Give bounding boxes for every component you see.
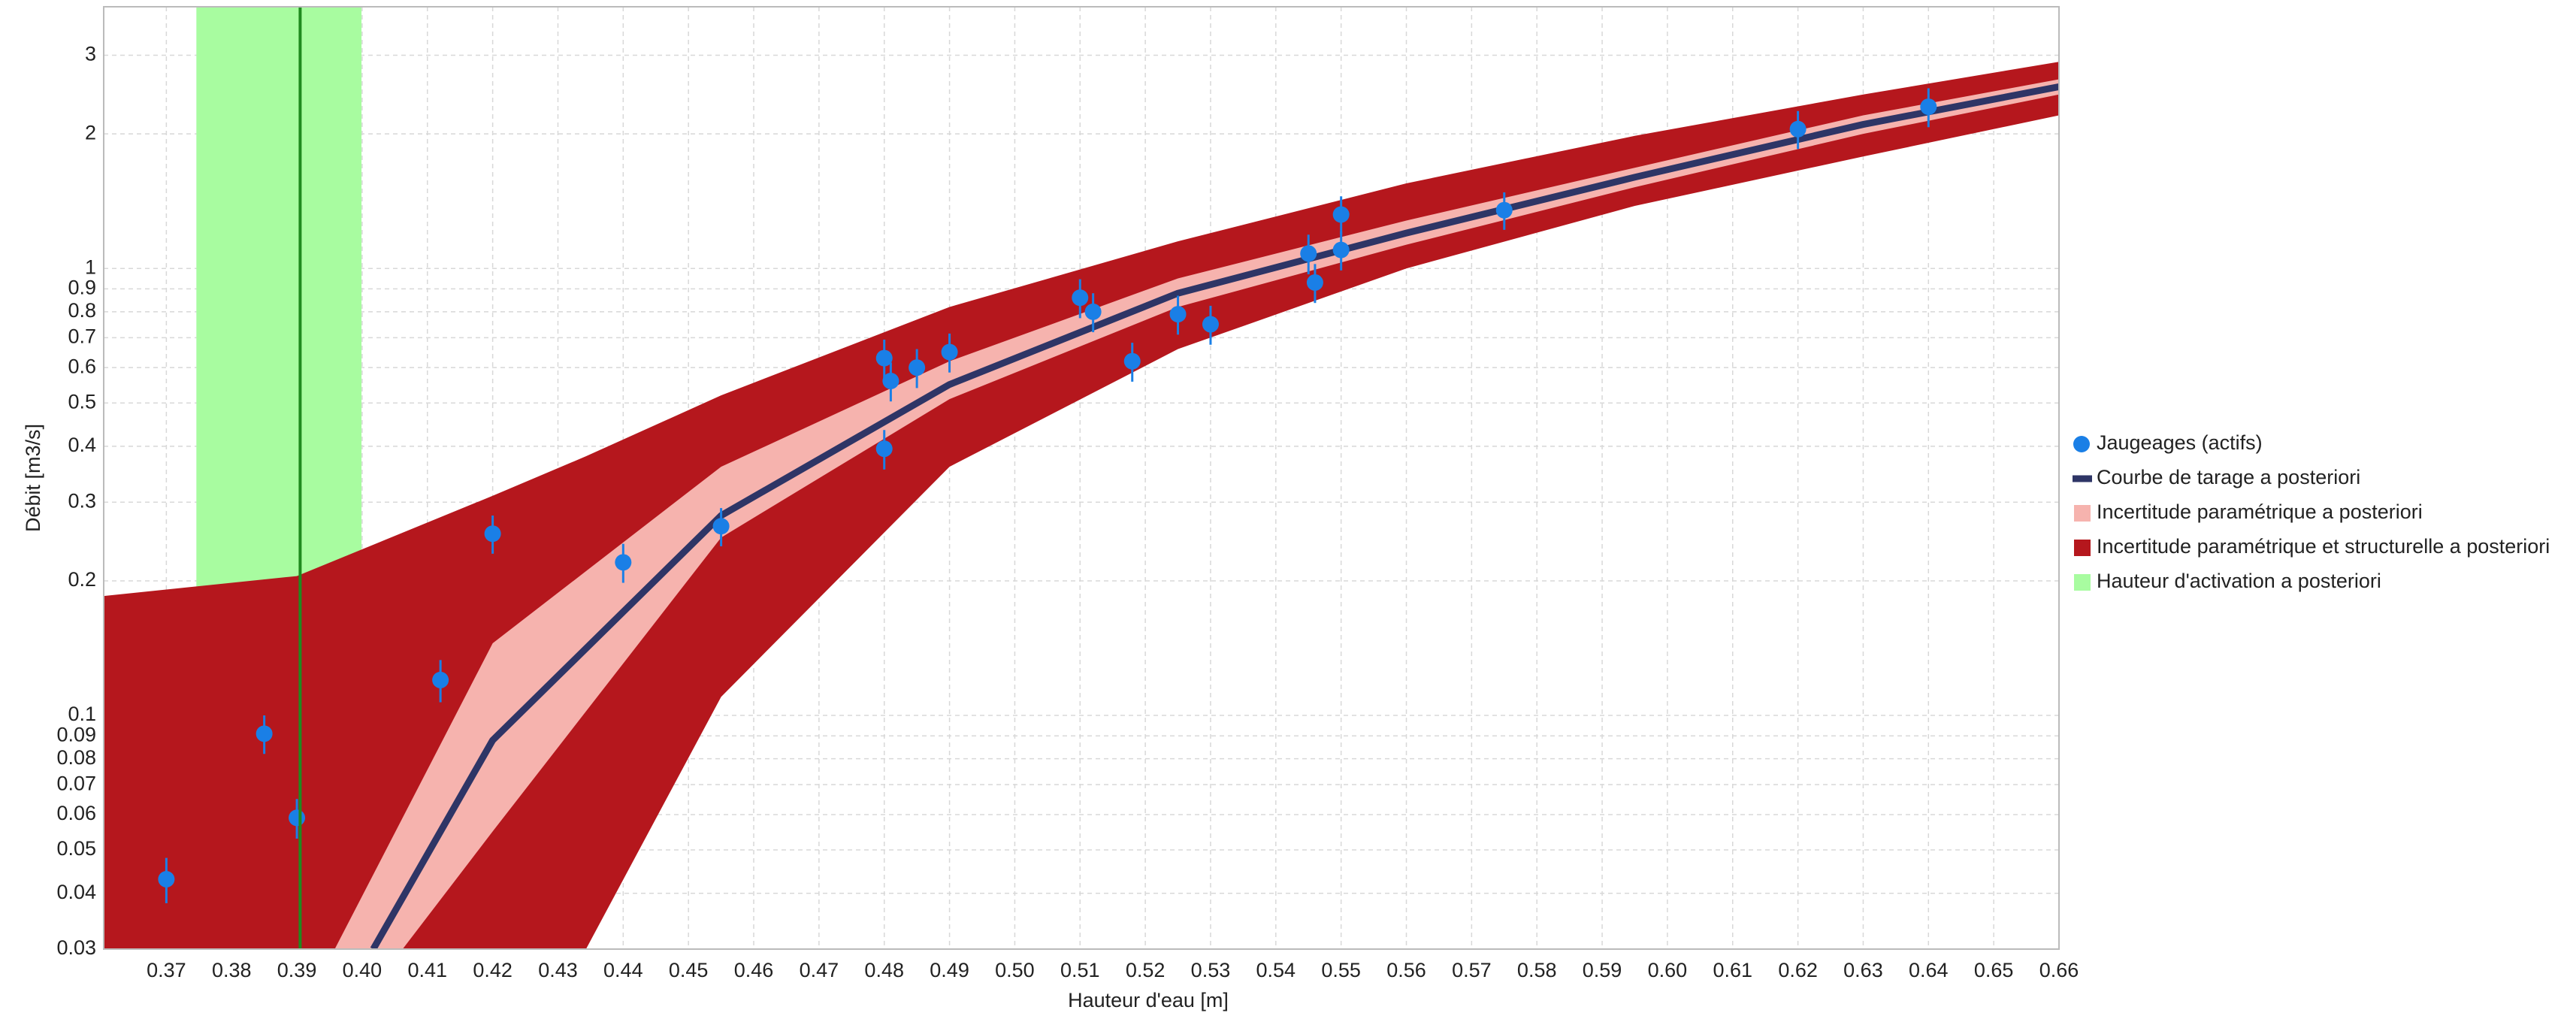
x-tick-label: 0.49: [930, 959, 969, 981]
gauging-point: [1789, 120, 1807, 138]
x-tick-label: 0.46: [734, 959, 774, 981]
x-tick-label: 0.48: [864, 959, 904, 981]
gauging-point: [484, 525, 501, 543]
y-tick-label: 0.09: [56, 723, 96, 745]
gauging-point: [158, 871, 175, 888]
gauging-point: [1123, 352, 1141, 370]
gauging-point: [1202, 316, 1219, 333]
y-tick-label: 0.4: [68, 434, 96, 456]
y-tick-label: 0.2: [68, 568, 96, 591]
y-tick-label: 0.7: [68, 325, 96, 347]
x-tick-label: 0.43: [538, 959, 578, 981]
x-tick-label: 0.57: [1452, 959, 1492, 981]
x-tick-label: 0.41: [407, 959, 447, 981]
plot-area: [104, 7, 2059, 949]
gauging-point: [1495, 201, 1513, 219]
x-tick-label: 0.60: [1648, 959, 1688, 981]
x-tick-label: 0.62: [1778, 959, 1818, 981]
x-tick-label: 0.45: [669, 959, 709, 981]
x-tick-label: 0.63: [1843, 959, 1883, 981]
gauging-point: [432, 671, 449, 688]
x-tick-label: 0.65: [1974, 959, 2014, 981]
y-tick-label: 0.08: [56, 746, 96, 769]
x-tick-label: 0.54: [1256, 959, 1296, 981]
y-tick-label: 0.07: [56, 772, 96, 794]
gauging-point: [882, 372, 899, 389]
gauging-point: [289, 809, 306, 827]
x-tick-label: 0.66: [2039, 959, 2079, 981]
rating-curve: [370, 83, 2059, 949]
uncertainty-band: [104, 62, 2059, 949]
x-tick-label: 0.56: [1386, 959, 1426, 981]
legend-marker: [2074, 540, 2091, 556]
x-tick-label: 0.61: [1713, 959, 1752, 981]
x-tick-label: 0.55: [1321, 959, 1361, 981]
gauging-point: [1072, 289, 1089, 307]
y-tick-label: 0.5: [68, 390, 96, 413]
y-tick-label: 0.05: [56, 837, 96, 860]
y-tick-label: 0.3: [68, 489, 96, 512]
gauging-point: [941, 343, 958, 361]
x-tick-label: 0.64: [1909, 959, 1949, 981]
gauging-point: [1169, 306, 1187, 323]
legend-label: Jaugeages (actifs): [2097, 431, 2263, 454]
y-tick-label: 1: [85, 256, 96, 278]
y-tick-label: 0.06: [56, 802, 96, 824]
x-tick-label: 0.47: [800, 959, 839, 981]
gauging-point: [1084, 303, 1102, 320]
x-tick-label: 0.42: [473, 959, 512, 981]
x-axis-title: Hauteur d'eau [m]: [1068, 989, 1229, 1011]
legend-label: Hauteur d'activation a posteriori: [2097, 570, 2381, 592]
gauging-point: [1920, 98, 1937, 116]
y-tick-label: 0.8: [68, 299, 96, 322]
x-tick-label: 0.50: [995, 959, 1035, 981]
x-tick-label: 0.44: [603, 959, 643, 981]
y-tick-label: 0.04: [56, 881, 96, 903]
plot-border: [103, 6, 2060, 950]
x-tick-label: 0.51: [1060, 959, 1100, 981]
x-tick-label: 0.37: [147, 959, 186, 981]
legend-marker: [2074, 505, 2091, 522]
legend-label: Incertitude paramétrique et structurelle…: [2097, 535, 2550, 558]
legend-marker: [2074, 574, 2091, 591]
gauging-point: [615, 554, 632, 571]
y-tick-label: 0.9: [68, 277, 96, 299]
y-axis-title: Débit [m3/s]: [22, 424, 44, 532]
x-tick-label: 0.38: [212, 959, 252, 981]
gauging-point: [255, 725, 273, 742]
y-tick-label: 0.1: [68, 703, 96, 725]
gauging-point: [875, 349, 893, 367]
legend-marker: [2073, 436, 2090, 452]
y-tick-label: 0.03: [56, 936, 96, 959]
y-tick-label: 2: [85, 121, 96, 144]
gauging-point: [1306, 274, 1323, 291]
uncertainty-band: [334, 79, 2059, 949]
legend-label: Courbe de tarage a posteriori: [2097, 466, 2360, 488]
gauging-point: [875, 440, 893, 458]
x-tick-label: 0.40: [343, 959, 382, 981]
gauging-point: [1300, 245, 1317, 262]
gauging-point: [712, 518, 730, 535]
gauging-point: [909, 359, 926, 376]
x-tick-label: 0.58: [1517, 959, 1557, 981]
gauging-point: [1332, 241, 1350, 259]
legend-label: Incertitude paramétrique a posteriori: [2097, 500, 2423, 523]
gauging-point: [1332, 206, 1350, 223]
x-tick-label: 0.53: [1191, 959, 1231, 981]
x-tick-label: 0.39: [277, 959, 317, 981]
y-tick-label: 0.6: [68, 355, 96, 377]
y-tick-label: 3: [85, 43, 96, 65]
x-tick-label: 0.59: [1583, 959, 1622, 981]
x-tick-label: 0.52: [1126, 959, 1166, 981]
